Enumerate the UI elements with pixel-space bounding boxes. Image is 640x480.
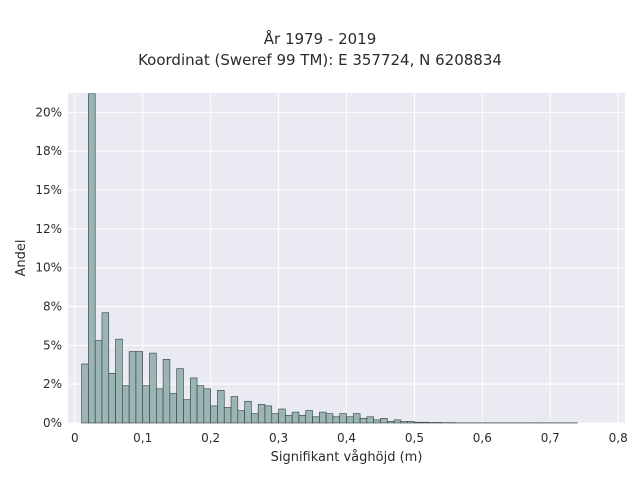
histogram-bar — [149, 352, 157, 424]
histogram-bar — [169, 393, 177, 424]
y-tick-label: 2% — [43, 377, 62, 391]
histogram-bar — [332, 416, 341, 424]
x-tick-label: 0 — [71, 431, 79, 445]
y-tick-label: 5% — [43, 338, 62, 352]
histogram-bar — [230, 396, 239, 424]
histogram-bar — [237, 410, 245, 424]
histogram-bar — [142, 385, 150, 424]
y-tick-label: 18% — [35, 144, 62, 158]
histogram-bar — [81, 363, 89, 424]
histogram-bar — [108, 373, 116, 424]
y-tick-label: 15% — [35, 183, 62, 197]
histogram-bar — [183, 399, 191, 424]
histogram-bar — [88, 93, 96, 424]
histogram-bar — [94, 340, 103, 424]
histogram-bar — [312, 416, 320, 424]
histogram-bar — [176, 368, 184, 424]
histogram-bar — [407, 421, 415, 424]
histogram-bar — [203, 388, 211, 424]
histogram-bar — [278, 408, 286, 424]
histogram-bar — [400, 421, 408, 424]
histogram-bar — [339, 413, 347, 424]
y-tick-label: 20% — [35, 105, 62, 119]
histogram-bar — [217, 390, 225, 424]
histogram-bar — [257, 404, 266, 424]
histogram-bar — [189, 377, 198, 424]
x-tick-label: 0,1 — [133, 431, 152, 445]
histogram-bar — [210, 405, 218, 424]
histogram-bar — [264, 405, 273, 424]
y-tick-label: 10% — [35, 261, 62, 275]
histogram-bar — [380, 418, 388, 424]
histogram-bar — [128, 351, 137, 424]
histogram-bar — [244, 400, 252, 424]
histogram-bar — [393, 419, 402, 424]
histogram-bar — [122, 385, 130, 424]
chart-title-line-2: Koordinat (Sweref 99 TM): E 357724, N 62… — [138, 51, 502, 69]
histogram-bar — [298, 414, 307, 424]
x-tick-label: 0,3 — [269, 431, 288, 445]
histogram-bar — [305, 410, 313, 424]
histogram-bar — [271, 413, 279, 424]
y-tick-label: 8% — [43, 300, 62, 314]
histogram-bar — [319, 411, 327, 424]
y-tick-label: 12% — [35, 222, 62, 236]
histogram-bar — [156, 388, 164, 424]
histogram-bar — [346, 416, 354, 424]
chart-title-line-1: År 1979 - 2019 — [263, 30, 377, 48]
histogram-bar — [162, 359, 171, 424]
y-tick-label: 0% — [43, 416, 62, 430]
x-tick-label: 0,5 — [405, 431, 424, 445]
histogram-bar — [196, 385, 205, 424]
histogram-bar — [101, 312, 110, 424]
x-tick-label: 0,2 — [201, 431, 220, 445]
x-tick-label: 0,4 — [337, 431, 356, 445]
histogram-bar — [135, 351, 144, 424]
x-tick-label: 0,6 — [473, 431, 492, 445]
x-tick-label: 0,8 — [609, 431, 628, 445]
histogram-bar — [420, 421, 429, 424]
histogram-bar — [223, 407, 232, 424]
histogram-bar — [285, 414, 293, 424]
histogram-bar — [251, 413, 259, 424]
x-axis-ticks: 0 0,1 0,2 0,3 0,4 0,5 0,6 0,7 0,8 — [71, 431, 628, 445]
histogram-bar — [359, 418, 368, 424]
y-axis-ticks: 0% 2% 5% 8% 10% 12% 15% 18% 20% — [35, 105, 62, 430]
y-axis-label: Andel — [14, 240, 29, 277]
histogram-bar — [386, 421, 395, 424]
x-tick-label: 0,7 — [541, 431, 560, 445]
histogram-bar — [373, 419, 381, 424]
histogram-bar — [366, 416, 374, 424]
histogram-bar — [352, 413, 361, 424]
x-axis-label: Signifikant våghöjd (m) — [271, 450, 423, 465]
histogram-bar — [325, 413, 334, 424]
grid-lines — [68, 93, 625, 424]
histogram-bar — [414, 421, 422, 424]
histogram-bars — [81, 93, 578, 424]
histogram-bar — [291, 411, 300, 424]
histogram-bar — [115, 338, 123, 424]
